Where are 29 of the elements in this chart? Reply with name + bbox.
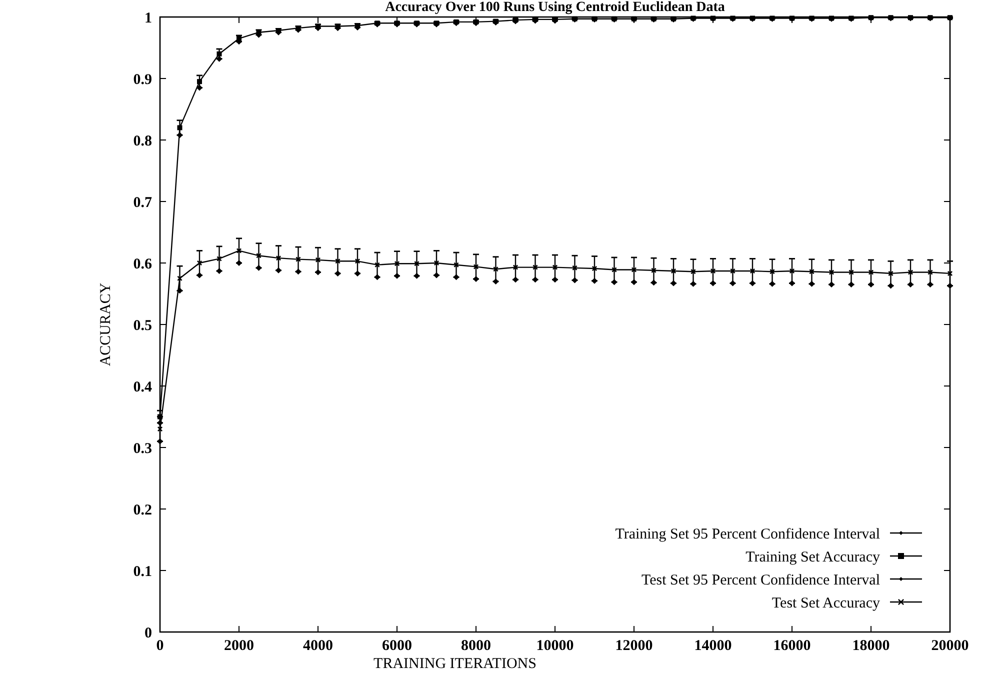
x-tick-label: 12000 xyxy=(615,638,653,654)
x-tick-label: 10000 xyxy=(536,638,574,654)
y-tick-label: 0.4 xyxy=(133,379,152,396)
y-tick-label: 0.9 xyxy=(133,72,152,88)
legend-label: Test Set Accuracy xyxy=(772,595,880,612)
y-tick-label: 0.6 xyxy=(133,256,152,272)
x-tick-label: 18000 xyxy=(852,638,890,654)
y-tick-label: 0.8 xyxy=(133,133,152,150)
x-tick-label: 2000 xyxy=(224,638,254,654)
y-tick-label: 0 xyxy=(144,625,152,642)
y-tick-label: 1 xyxy=(144,10,152,26)
x-tick-label: 14000 xyxy=(694,638,732,654)
y-axis-title: ACCURACY xyxy=(98,282,114,366)
x-axis-title: TRAINING ITERATIONS xyxy=(374,656,536,672)
x-tick-label: 4000 xyxy=(303,638,333,654)
x-tick-label: 0 xyxy=(156,638,164,654)
chart-title: Accuracy Over 100 Runs Using Centroid Euclidean Data xyxy=(385,0,725,15)
legend-label: Test Set 95 Percent Confidence Interval xyxy=(642,572,880,588)
legend-label: Training Set Accuracy xyxy=(746,549,880,566)
y-tick-label: 0.5 xyxy=(133,318,152,334)
y-tick-label: 0.7 xyxy=(133,194,152,211)
y-tick-label: 0.3 xyxy=(133,440,152,457)
x-tick-label: 16000 xyxy=(773,638,811,654)
y-tick-label: 0.2 xyxy=(133,502,152,518)
x-tick-label: 6000 xyxy=(382,638,412,654)
legend-label: Training Set 95 Percent Confidence Interval xyxy=(615,526,880,542)
y-tick-label: 0.1 xyxy=(133,564,152,580)
x-tick-label: 20000 xyxy=(931,638,969,654)
x-tick-label: 8000 xyxy=(461,638,491,654)
